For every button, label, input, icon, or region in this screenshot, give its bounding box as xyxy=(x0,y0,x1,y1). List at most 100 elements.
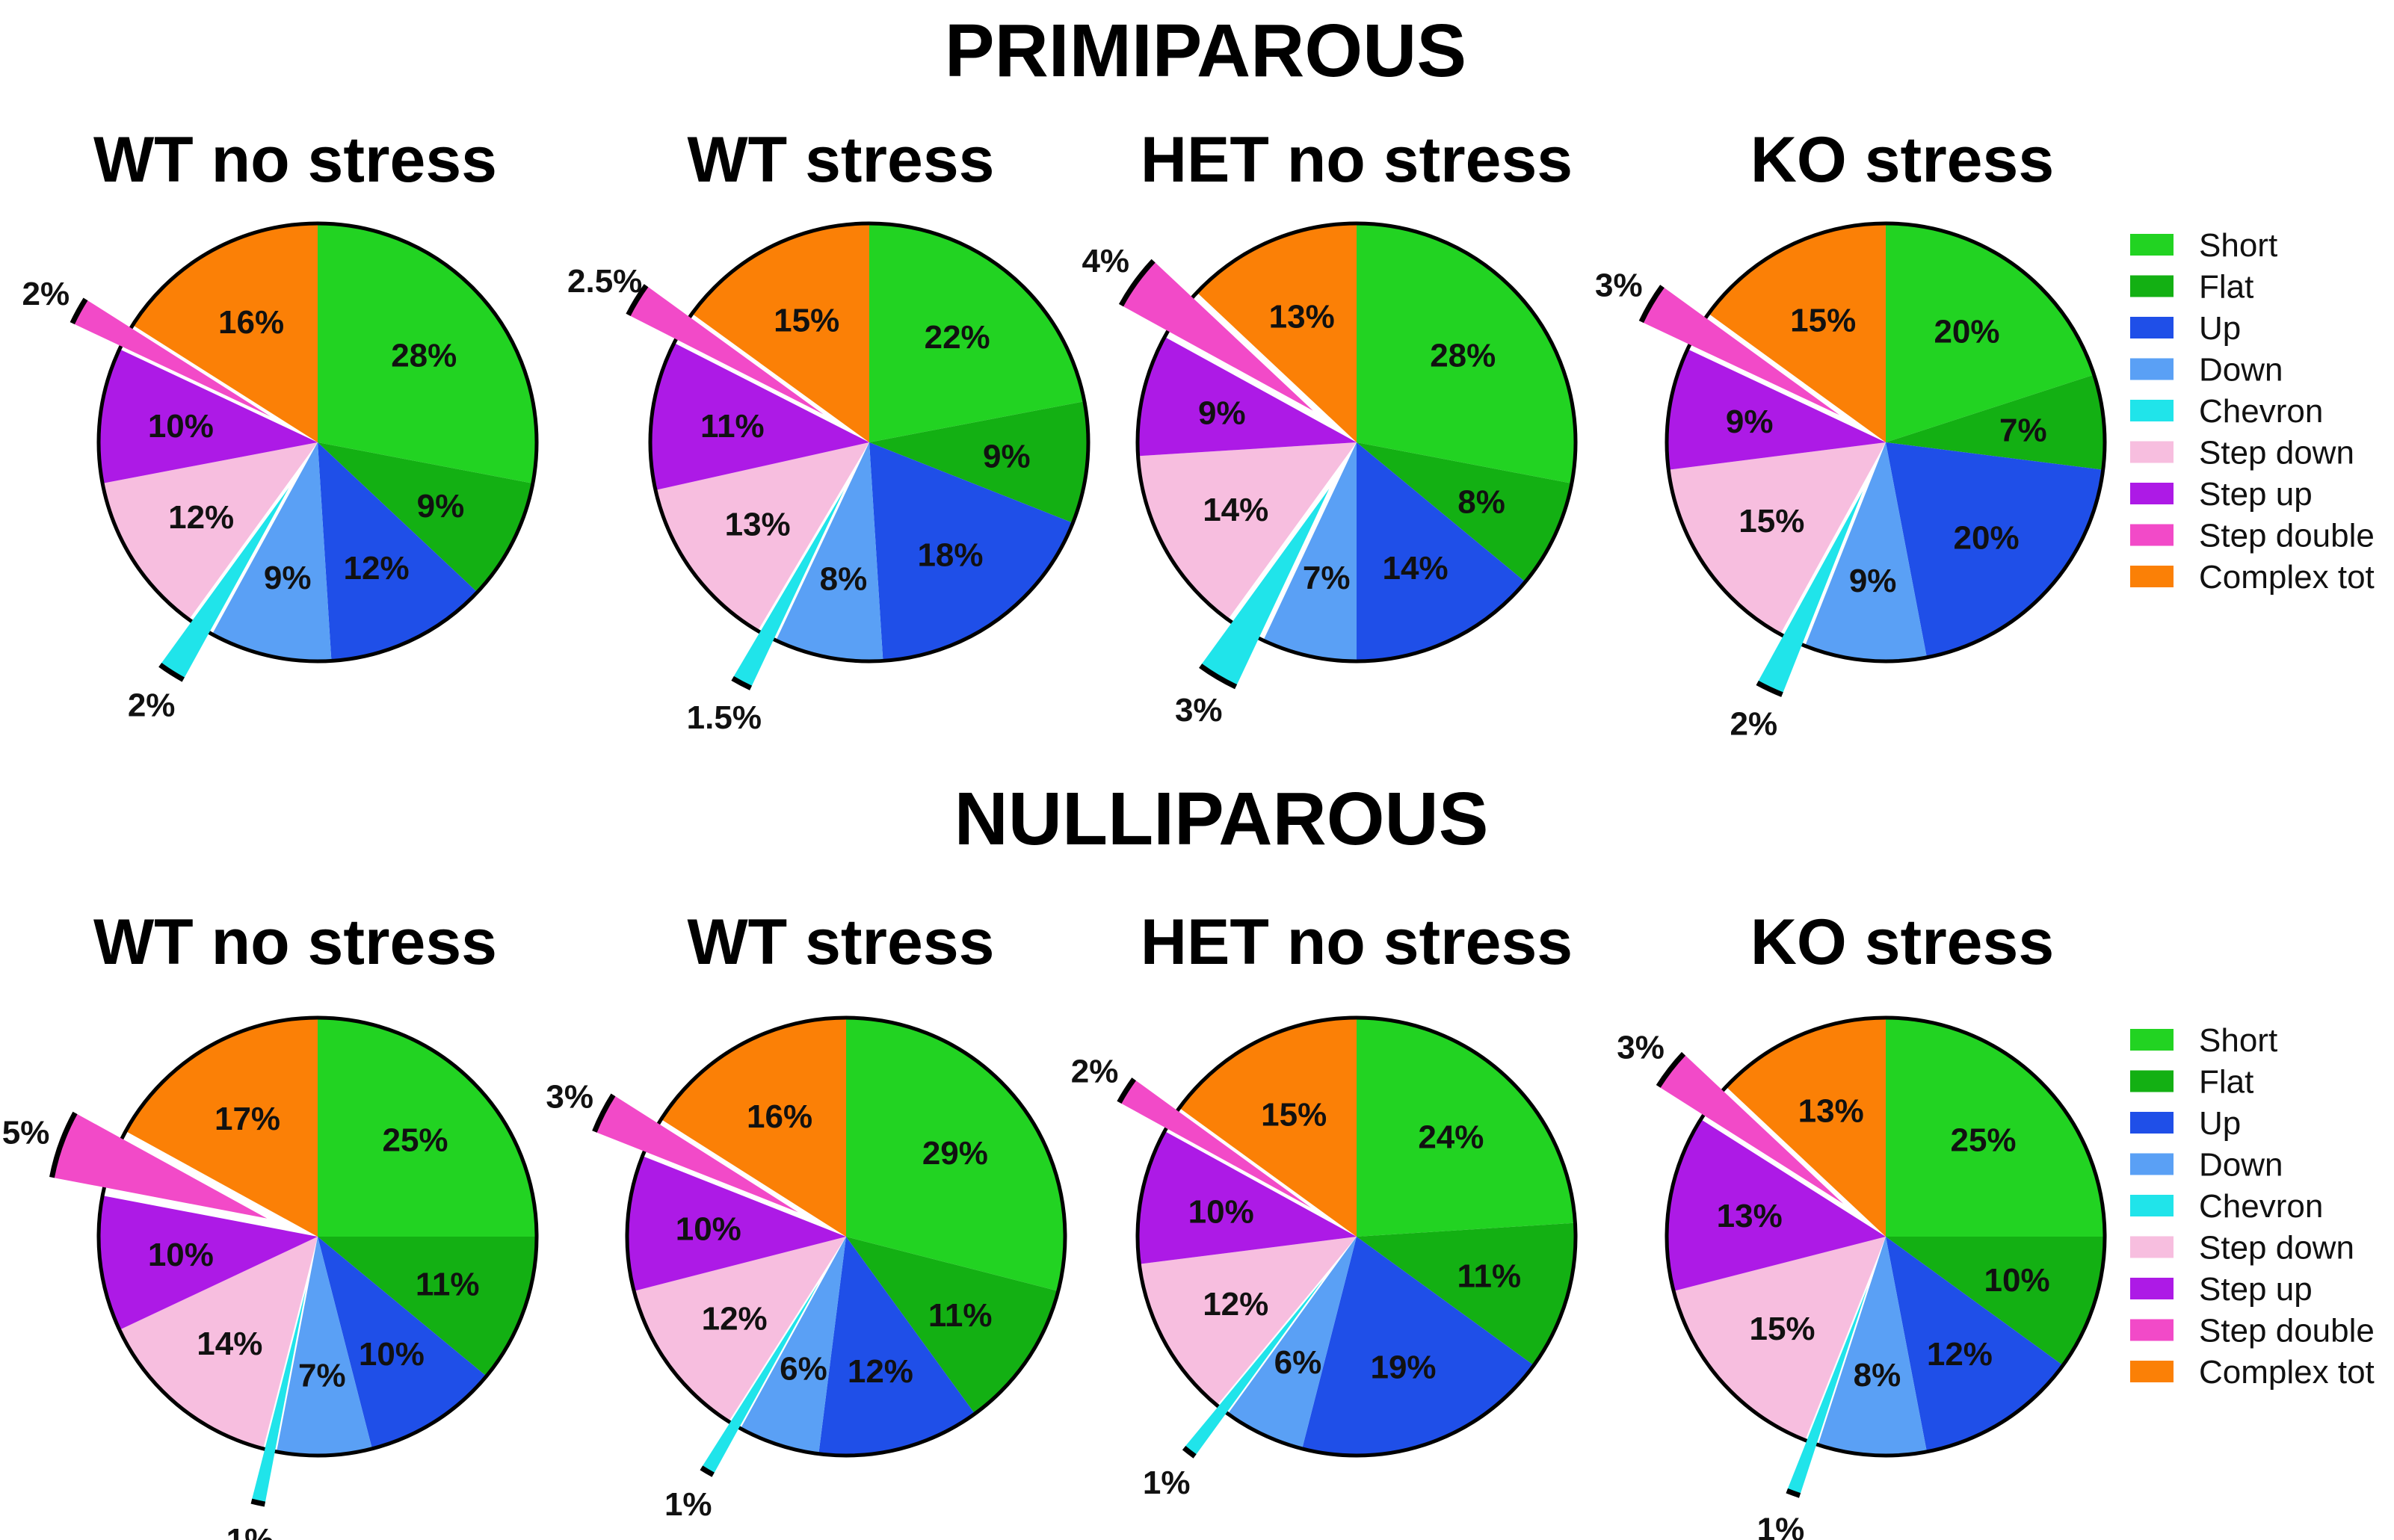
legend-swatch xyxy=(2130,358,2174,380)
slice-step-double xyxy=(1119,1079,1312,1208)
slice-label-complex-tot: 13% xyxy=(1798,1093,1864,1130)
slice-short xyxy=(869,223,1085,442)
slice-label-step-down: 12% xyxy=(1203,1286,1268,1323)
slice-outline-chevron xyxy=(250,1498,266,1507)
slice-label-up: 10% xyxy=(359,1336,425,1373)
slice-down xyxy=(1805,442,1927,661)
slice-label-up: 19% xyxy=(1370,1349,1436,1386)
slice-down xyxy=(212,442,332,661)
legend-label: Step up xyxy=(2199,1271,2313,1308)
slice-outline-chevron xyxy=(158,662,185,682)
slice-label-short: 28% xyxy=(391,337,457,374)
slice-outline-chevron xyxy=(700,1465,715,1477)
slice-label-up: 12% xyxy=(848,1353,913,1390)
legend-item-step-down: Step down xyxy=(2130,435,2354,471)
slice-label-short: 29% xyxy=(922,1135,988,1172)
slice-step-up xyxy=(99,1196,318,1330)
slice-complex-tot xyxy=(1726,1018,1886,1237)
slice-up xyxy=(1886,442,2103,658)
slice-label-chevron: 1% xyxy=(1757,1511,1805,1540)
legend-label: Up xyxy=(2199,1105,2241,1142)
slice-label-step-double: 3% xyxy=(1617,1030,1665,1066)
slice-short xyxy=(318,1018,537,1237)
legend-swatch xyxy=(2130,1361,2174,1382)
legend-swatch xyxy=(2130,1278,2174,1299)
slice-outline-chevron xyxy=(1786,1488,1801,1498)
slice-complex-tot xyxy=(661,1018,846,1237)
slice-up xyxy=(318,442,478,661)
legend-label: Chevron xyxy=(2199,1188,2323,1225)
slice-label-chevron: 1% xyxy=(664,1486,712,1523)
slice-step-down xyxy=(1673,1237,1886,1441)
slice-label-down: 8% xyxy=(1854,1357,1901,1394)
legend-swatch xyxy=(2130,441,2174,463)
slice-step-up xyxy=(1667,1119,1886,1291)
slice-label-step-double: 3% xyxy=(1595,268,1643,304)
legend-label: Step down xyxy=(2199,1230,2354,1267)
legend-item-up: Up xyxy=(2130,310,2241,347)
slice-label-down: 7% xyxy=(1303,560,1351,596)
legend-item-complex-tot: Complex tot xyxy=(2130,1354,2375,1391)
slice-label-step-up: 10% xyxy=(148,1237,214,1273)
legend-swatch xyxy=(2130,1236,2174,1258)
legend-label: Step up xyxy=(2199,476,2313,513)
pie-outline xyxy=(1135,1015,1578,1458)
panel-title: HET no stress xyxy=(1141,124,1573,196)
slice-up xyxy=(869,442,1073,661)
pie-outline xyxy=(96,1015,539,1458)
slice-label-short: 24% xyxy=(1418,1119,1484,1155)
legend-swatch xyxy=(2130,566,2174,587)
slice-label-step-down: 14% xyxy=(1203,492,1268,528)
slice-down xyxy=(1818,1237,1927,1456)
slice-label-step-down: 15% xyxy=(1739,503,1804,539)
legend-item-step-double: Step double xyxy=(2130,1313,2375,1349)
slice-label-step-double: 3% xyxy=(546,1079,593,1116)
slice-label-down: 9% xyxy=(1849,563,1897,599)
slice-label-flat: 9% xyxy=(417,488,465,525)
legend-label: Flat xyxy=(2199,269,2253,306)
legend-item-step-up: Step up xyxy=(2130,1271,2313,1308)
legend-swatch xyxy=(2130,1029,2174,1051)
legend-item-flat: Flat xyxy=(2130,269,2253,306)
slice-label-flat: 11% xyxy=(928,1297,993,1334)
pie-outline xyxy=(1665,221,2107,664)
slice-step-up xyxy=(650,342,869,490)
slice-chevron xyxy=(251,1289,306,1505)
slice-outline-step-double xyxy=(1118,259,1156,307)
slice-step-double xyxy=(628,285,824,415)
slice-short xyxy=(1357,223,1576,483)
slice-label-flat: 8% xyxy=(1457,484,1505,521)
slice-label-flat: 11% xyxy=(416,1267,480,1303)
panel-title: KO stress xyxy=(1750,906,2054,978)
slice-label-complex-tot: 17% xyxy=(215,1101,280,1137)
slice-step-down xyxy=(1138,442,1357,620)
slice-label-down: 7% xyxy=(298,1357,346,1394)
slice-outline-chevron xyxy=(1199,664,1238,690)
slice-label-up: 12% xyxy=(344,550,410,587)
legend-swatch xyxy=(2130,317,2174,338)
slice-label-chevron: 2% xyxy=(1730,706,1778,743)
slice-step-double xyxy=(1120,261,1313,411)
slice-chevron xyxy=(1184,1278,1324,1456)
slice-down xyxy=(740,1237,846,1454)
slice-outline-step-double xyxy=(592,1093,616,1133)
legend-item-step-double: Step double xyxy=(2130,518,2375,554)
slice-label-up: 14% xyxy=(1383,550,1449,587)
slice-step-up xyxy=(627,1156,846,1291)
panel-title: WT stress xyxy=(687,124,994,196)
slice-up xyxy=(1302,1237,1534,1456)
legend-label: Complex tot xyxy=(2199,559,2375,596)
slice-label-up: 18% xyxy=(917,536,983,573)
slice-complex-tot xyxy=(1708,223,1886,442)
legend-label: Flat xyxy=(2199,1064,2253,1101)
slice-complex-tot xyxy=(132,223,318,442)
legend-item-step-up: Step up xyxy=(2130,476,2313,513)
legend-swatch xyxy=(2130,275,2174,297)
panel-title: HET no stress xyxy=(1141,906,1573,978)
slice-label-complex-tot: 15% xyxy=(1261,1097,1327,1134)
slice-label-chevron: 1% xyxy=(226,1522,274,1540)
pie-panel-nulliparous-het-no-stress: HET no stress 24% 11% 19% 6%12% 10% 15% 1% 2% xyxy=(1071,906,1578,1501)
slice-label-chevron: 3% xyxy=(1175,692,1223,729)
slice-up xyxy=(818,1237,975,1456)
